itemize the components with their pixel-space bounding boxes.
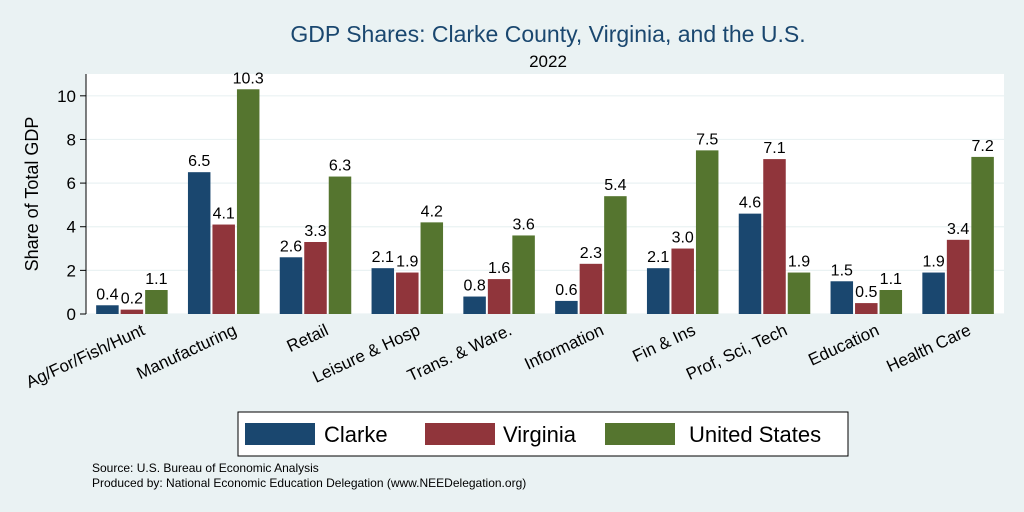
data-label: 1.1 [880,271,902,288]
legend-label: Clarke [324,422,388,447]
category-label: Prof, Sci, Tech [683,320,790,383]
bar [787,272,811,314]
bar [371,268,395,314]
data-label: 10.3 [233,70,264,87]
legend: Clarke Virginia United States [237,411,849,457]
y-tick-label: 10 [57,87,76,106]
bar [971,156,994,314]
bar [279,257,303,314]
data-label: 3.6 [512,216,534,233]
category-label: Trans. & Ware. [404,320,514,385]
y-ticks: 0 2 4 6 8 10 [57,87,86,324]
data-label: 1.1 [145,271,167,288]
bar [695,150,719,314]
y-tick-label: 2 [67,261,76,280]
legend-label: Virginia [503,422,577,447]
data-label: 2.3 [580,245,602,262]
y-axis-label: Share of Total GDP [22,117,42,272]
bar [555,300,578,314]
y-tick-label: 6 [67,174,76,193]
bar [187,172,211,314]
data-label: 0.8 [463,278,485,295]
y-tick-label: 0 [67,305,76,324]
bar [830,281,854,314]
bar [304,242,327,314]
data-label: 2.1 [372,249,394,266]
data-label: 3.0 [672,230,694,247]
data-label: 3.4 [947,221,969,238]
data-label: 6.5 [188,153,210,170]
legend-box [237,411,849,457]
data-label: 6.3 [329,158,351,175]
bar [579,263,603,314]
source-note: Source: U.S. Bureau of Economic Analysis [92,461,319,475]
data-label: 3.3 [304,223,326,240]
data-label: 0.6 [555,282,577,299]
bar [604,196,627,314]
legend-items: Clarke Virginia United States [245,422,821,447]
bar [96,305,119,314]
category-label: Manufacturing [134,320,240,383]
data-label: 1.9 [922,254,944,271]
legend-swatch [245,423,315,445]
category-label: Fin & Ins [630,320,699,366]
produced-note: Produced by: National Economic Education… [92,476,526,490]
bar [396,272,419,314]
data-label: 0.4 [96,286,118,303]
legend-label: United States [689,422,821,447]
chart-subtitle: 2022 [529,52,567,71]
bar [879,290,903,314]
data-label: 1.6 [488,260,510,277]
bar [946,239,970,314]
bars [96,89,994,314]
bar [120,309,144,314]
data-label: 4.2 [421,203,443,220]
bar [512,235,535,314]
bar [922,272,945,314]
category-label: Education [805,320,882,369]
y-tick-label: 4 [67,218,76,237]
bar [855,303,878,314]
bar [487,279,511,314]
category-label: Retail [284,320,331,356]
data-label: 7.1 [763,140,785,157]
chart-title: GDP Shares: Clarke County, Virginia, and… [290,21,805,47]
data-label: 1.9 [396,254,418,271]
bar [738,213,762,314]
bar [420,222,444,314]
category-label: Ag/For/Fish/Hunt [23,320,148,392]
data-label: 4.6 [739,195,761,212]
data-label: 4.1 [213,206,235,223]
bar [236,89,260,314]
data-label: 7.2 [971,138,993,155]
category-label: Information [521,320,606,373]
bar [671,248,694,314]
data-label: 7.5 [696,131,718,148]
bar [212,224,235,314]
bar [463,296,486,314]
data-label: 1.9 [788,254,810,271]
legend-swatch [425,423,495,445]
data-labels: 0.4 0.21.16.54.110.32.63.36.32.1 1.94.20.8… [96,70,994,307]
data-label: 1.5 [831,262,853,279]
bar [763,159,786,314]
y-tick-label: 8 [67,130,76,149]
bar [145,290,168,314]
legend-swatch [605,423,675,445]
data-label: 0.5 [855,284,877,301]
bar [328,176,352,314]
data-label: 2.1 [647,249,669,266]
data-label: 2.6 [280,238,302,255]
bar [646,268,670,314]
data-label: 5.4 [604,177,626,194]
data-label: 0.2 [121,291,143,308]
category-label: Health Care [884,320,974,376]
